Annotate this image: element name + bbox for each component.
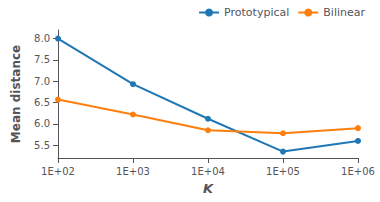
svg-text:6.5: 6.5 (34, 97, 50, 108)
svg-text:7.0: 7.0 (34, 76, 50, 87)
svg-text:1E+04: 1E+04 (191, 166, 225, 177)
svg-text:5.5: 5.5 (34, 140, 50, 151)
svg-text:7.5: 7.5 (34, 54, 50, 65)
svg-text:Bilinear: Bilinear (323, 6, 365, 19)
svg-text:1E+05: 1E+05 (266, 166, 300, 177)
svg-text:1E+03: 1E+03 (116, 166, 150, 177)
svg-text:Mean distance: Mean distance (9, 45, 23, 143)
svg-text:Prototypical: Prototypical (224, 6, 289, 19)
svg-text:1E+06: 1E+06 (341, 166, 375, 177)
svg-text:8.0: 8.0 (34, 33, 50, 44)
svg-text:K: K (203, 181, 214, 196)
svg-text:6.0: 6.0 (34, 118, 50, 129)
svg-text:1E+02: 1E+02 (41, 166, 75, 177)
